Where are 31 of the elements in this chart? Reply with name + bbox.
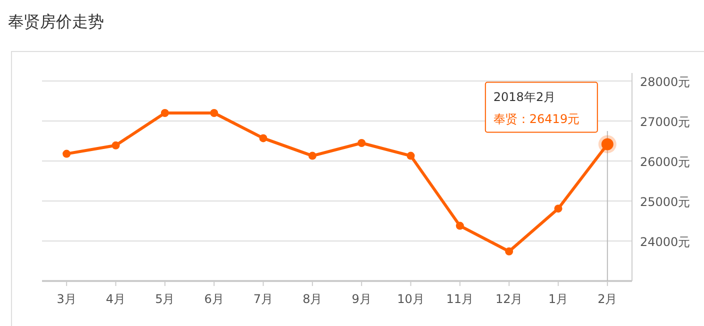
x-tick-label: 12月 xyxy=(495,292,523,306)
point xyxy=(62,150,71,158)
x-tick-label: 4月 xyxy=(106,292,126,306)
x-tick-label: 5月 xyxy=(155,292,175,306)
point xyxy=(406,152,415,160)
point xyxy=(456,222,464,230)
x-tick-label: 1月 xyxy=(548,292,568,306)
x-tick-label: 7月 xyxy=(253,292,274,306)
point xyxy=(358,139,366,147)
y-tick-label: 24000元 xyxy=(640,235,690,249)
x-tick-label: 11月 xyxy=(446,292,474,306)
x-tick-label: 8月 xyxy=(302,292,322,306)
x-tick-label: 6月 xyxy=(204,292,224,306)
x-tick-label: 3月 xyxy=(56,292,76,306)
chart-title: 奉贤房价走势 xyxy=(8,12,104,31)
point xyxy=(259,134,268,142)
point xyxy=(554,204,562,213)
point xyxy=(210,109,218,117)
x-tick-label: 10月 xyxy=(397,292,424,306)
x-tick-label: 9月 xyxy=(352,292,372,306)
y-tick-label: 26000元 xyxy=(640,155,690,169)
point xyxy=(308,152,316,160)
y-tick-label: 27000元 xyxy=(640,115,690,129)
point xyxy=(505,247,514,256)
annotation: 奉贤：26419元 xyxy=(493,112,580,126)
y-tick-label: 25000元 xyxy=(640,195,690,209)
y-tick-label: 28000元 xyxy=(640,75,690,89)
x-tick-label: 2月 xyxy=(598,292,618,306)
point xyxy=(160,109,169,117)
point xyxy=(112,141,120,150)
annotation: 2018年2月 xyxy=(493,90,556,104)
